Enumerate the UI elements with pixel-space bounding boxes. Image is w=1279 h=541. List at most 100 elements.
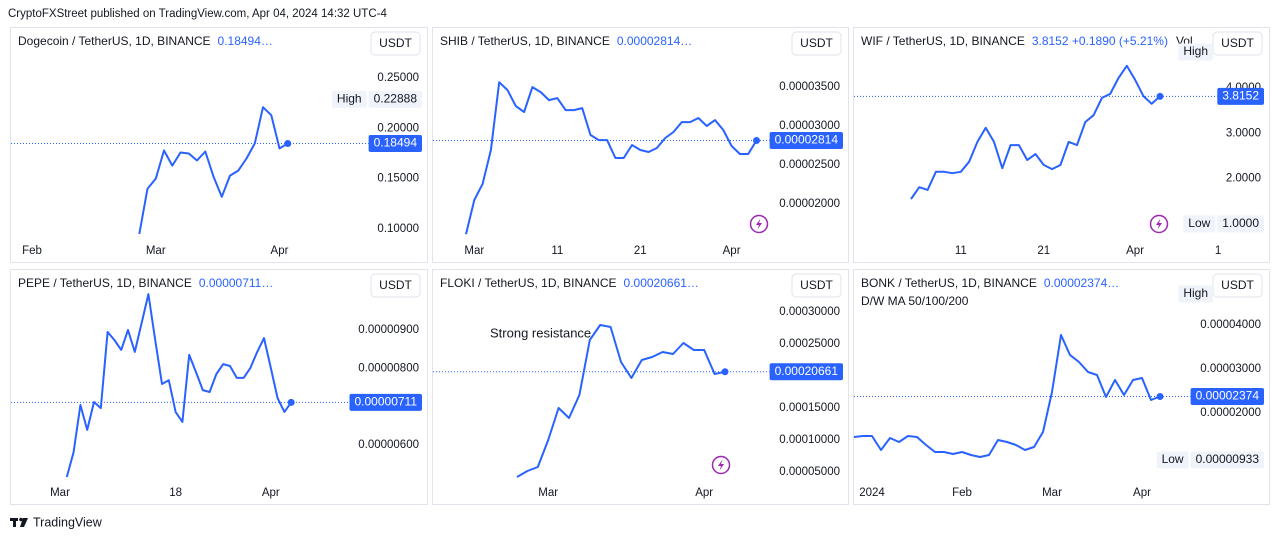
price-line — [465, 81, 758, 235]
currency-button — [370, 273, 421, 298]
last-price-dot — [753, 137, 760, 145]
last-price-tag-text: 0.18494 — [374, 136, 418, 150]
y-tick-label: 0.00010000 — [779, 434, 840, 446]
last-price-dot — [1156, 92, 1164, 100]
publish-header: CryptoFXStreet published on TradingView.… — [8, 8, 387, 20]
high-tag — [331, 90, 367, 108]
low-level-tag — [1190, 451, 1264, 469]
high-tag-text: High — [1183, 286, 1208, 300]
high-tag-text: High — [1183, 44, 1208, 58]
header-price: 0.00000711… — [199, 276, 274, 290]
low-tag-text: Low — [1162, 452, 1184, 466]
header-price: 0.00020661… — [624, 276, 699, 290]
last-price-tag — [769, 132, 843, 150]
x-tick-label: Apr — [695, 487, 713, 499]
x-tick-label: 21 — [1037, 245, 1050, 257]
y-tick-label: 0.00002500 — [779, 159, 840, 171]
y-tick-label: 0.00000900 — [358, 324, 419, 336]
price-line — [516, 324, 726, 478]
y-tick-label: 0.00000800 — [358, 362, 419, 374]
symbol-title: WIF / TetherUS, 1D, BINANCE — [861, 34, 1025, 48]
last-price-tag-text: 0.00002814 — [775, 133, 839, 147]
currency-text: USDT — [1221, 278, 1254, 292]
symbol-title: SHIB / TetherUS, 1D, BINANCE — [440, 34, 610, 48]
y-tick-label: 0.00015000 — [779, 402, 840, 414]
y-tick-label: 0.00002000 — [779, 198, 840, 210]
x-tick-label: Apr — [271, 245, 289, 257]
chart-panel — [432, 269, 849, 505]
last-price-dot — [287, 398, 295, 406]
x-tick-label: Mar — [146, 245, 166, 257]
chart-annotation: Strong resistance — [490, 325, 591, 340]
y-tick-label: 0.00003000 — [779, 120, 840, 132]
x-tick-label: Mar — [50, 487, 70, 499]
last-price-tag-text: 3.8152 — [1222, 89, 1259, 103]
y-tick-label: 3.0000 — [1226, 127, 1261, 139]
y-tick-label: 0.00025000 — [779, 338, 840, 350]
event-bolt — [756, 218, 762, 230]
symbol-title: FLOKI / TetherUS, 1D, BINANCE — [440, 276, 617, 290]
currency-button — [1212, 273, 1263, 298]
last-price-dot — [1156, 393, 1164, 401]
x-tick-label: 11 — [551, 245, 563, 257]
low-tag — [1156, 451, 1189, 469]
symbol-title: PEPE / TetherUS, 1D, BINANCE — [18, 276, 192, 290]
price-line — [910, 64, 1161, 200]
y-tick-label: 0.00003000 — [1200, 363, 1261, 375]
last-price-dot — [721, 368, 729, 376]
y-tick-label: 0.10000 — [377, 223, 419, 235]
event-bolt — [718, 459, 724, 471]
x-tick-label: Feb — [952, 487, 972, 499]
chart-panel — [853, 269, 1270, 505]
event-bolt — [1156, 218, 1162, 230]
x-tick-label: Mar — [1042, 487, 1062, 499]
currency-button — [791, 31, 842, 56]
low-tag — [1183, 215, 1216, 233]
last-price-dot — [284, 139, 292, 147]
symbol-title: Dogecoin / TetherUS, 1D, BINANCE — [18, 34, 211, 48]
high-tag — [1178, 285, 1213, 303]
x-tick-label: Apr — [1126, 245, 1144, 257]
last-price-tag — [1190, 388, 1264, 406]
last-price-tag-text: 0.00000711 — [354, 395, 417, 409]
high-level-tag — [368, 90, 422, 108]
tv-logo — [10, 517, 28, 527]
footer-brand: TradingView — [33, 515, 103, 529]
x-tick-label: Mar — [464, 245, 484, 257]
last-price-tag — [368, 134, 422, 152]
chart-panel — [10, 27, 428, 263]
currency-button — [791, 273, 842, 298]
high-tag-text: High — [337, 91, 362, 105]
x-tick-label: 18 — [169, 487, 182, 499]
header-price: 0.18494… — [218, 34, 273, 48]
y-tick-label: 2.0000 — [1226, 173, 1261, 185]
chart-panel — [10, 269, 428, 505]
last-price-tag — [769, 363, 843, 381]
y-tick-label: 0.00002000 — [1200, 407, 1261, 419]
currency-button — [1212, 31, 1263, 56]
x-tick-label: Apr — [723, 245, 741, 257]
x-tick-label: 1 — [1215, 245, 1221, 257]
last-price-tag — [349, 393, 422, 411]
y-tick-label: 0.25000 — [377, 72, 419, 84]
high-tag — [1178, 43, 1213, 61]
price-line — [138, 106, 289, 235]
last-price-tag-text: 0.00002374 — [1196, 389, 1260, 403]
currency-text: USDT — [379, 36, 412, 50]
currency-text: USDT — [800, 278, 833, 292]
last-price-tag — [1217, 87, 1264, 105]
y-tick-label: 0.00005000 — [779, 466, 840, 478]
y-tick-label: 0.00003500 — [779, 81, 840, 93]
x-tick-label: Mar — [538, 487, 558, 499]
indicator-label: D/W MA 50/100/200 — [861, 294, 969, 308]
x-tick-label: 11 — [955, 245, 967, 257]
y-tick-label: 0.20000 — [377, 122, 419, 134]
low-level-tag — [1217, 215, 1264, 233]
x-tick-label: Feb — [22, 245, 42, 257]
x-tick-label: 21 — [634, 245, 647, 257]
header-price: 3.8152 +0.1890 (+5.21%) — [1032, 34, 1168, 48]
x-tick-label: Apr — [262, 487, 280, 499]
header-price: 0.00002374… — [1044, 276, 1119, 290]
symbol-title: BONK / TetherUS, 1D, BINANCE — [861, 276, 1037, 290]
